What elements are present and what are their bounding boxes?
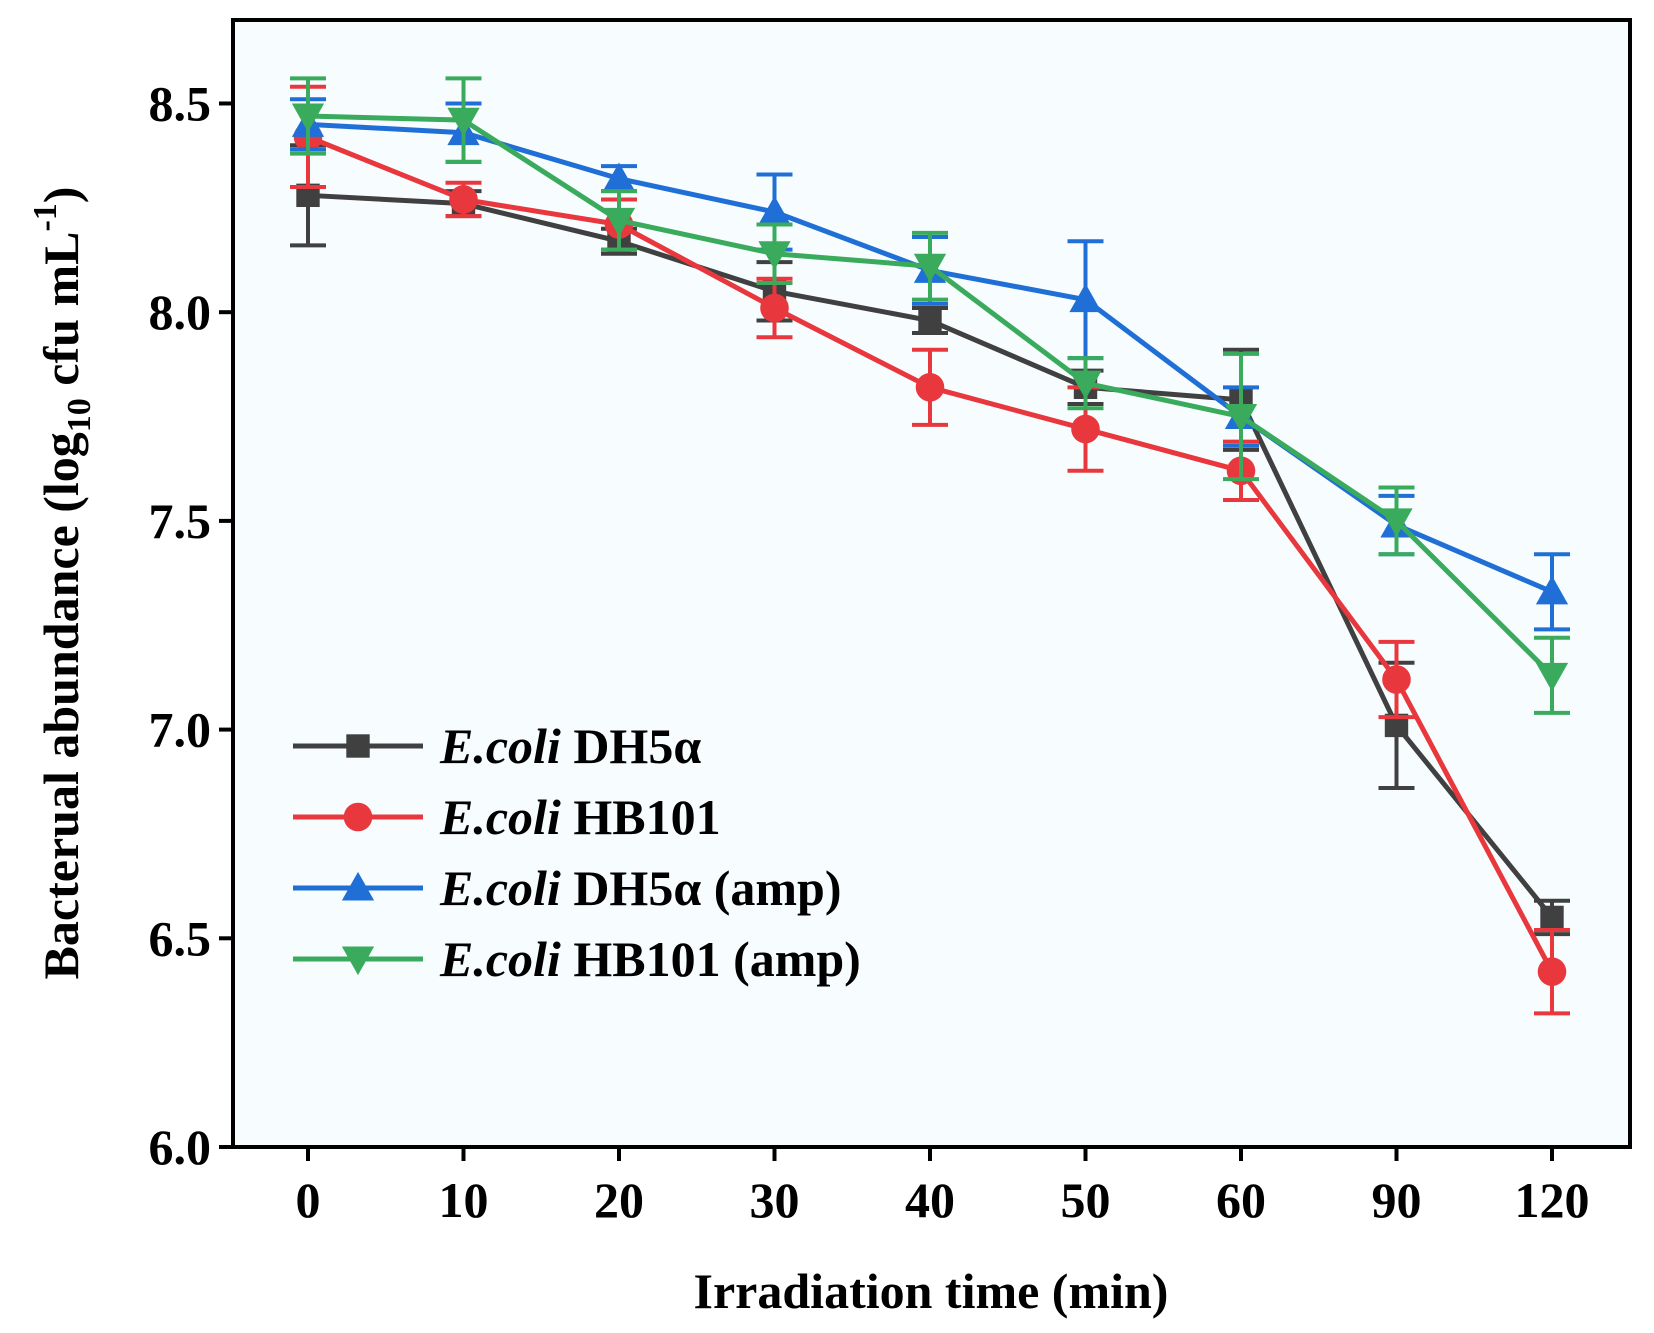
y-tick-label: 6.5	[149, 910, 212, 966]
data-point	[758, 241, 791, 270]
data-point	[296, 183, 320, 208]
y-axis-label-prefix: Bacterual abundance (log	[33, 432, 89, 979]
y-tick-label: 8.5	[149, 75, 212, 131]
y-tick-label: 8.0	[149, 284, 212, 340]
series-3	[290, 76, 1570, 715]
x-axis: 0 10 20 30 40 50 60 90 120	[296, 1147, 1590, 1228]
x-tick-label: 20	[594, 1172, 644, 1228]
x-tick-label: 60	[1216, 1172, 1266, 1228]
data-point	[913, 253, 947, 283]
y-axis-label-middle: cfu mL	[33, 232, 89, 399]
legend-label-italic: E.coli	[439, 789, 561, 845]
data-point	[1069, 370, 1102, 400]
legend-label: E.coli HB101	[439, 789, 721, 845]
x-tick-label: 50	[1061, 1172, 1111, 1228]
legend-marker	[346, 734, 370, 758]
legend-marker	[343, 802, 373, 832]
y-axis: 6.0 6.5 7.0 7.5 8.0 8.5	[149, 75, 233, 1175]
y-axis-label: Bacterual abundance (log10 cfu mL-1)	[27, 187, 98, 980]
legend-item-0: E.coli DH5α	[293, 718, 701, 774]
y-tick-label: 7.0	[149, 702, 212, 758]
data-point	[1382, 665, 1411, 694]
data-point	[1540, 905, 1564, 930]
data-point	[1384, 713, 1409, 738]
legend-label-italic: E.coli	[439, 860, 561, 916]
x-tick-label: 120	[1515, 1172, 1590, 1228]
data-point	[1380, 508, 1413, 538]
data-point	[1069, 283, 1102, 313]
legend-item-3: E.coli HB101 (amp)	[293, 931, 861, 987]
legend-marker	[341, 946, 375, 976]
data-point	[447, 107, 480, 137]
y-tick-label: 6.0	[149, 1119, 212, 1175]
legend-label-italic: E.coli	[439, 931, 561, 987]
data-point	[602, 207, 636, 237]
y-axis-label-superscript: -1	[27, 203, 64, 231]
data-point	[291, 103, 325, 133]
legend-label-rest: HB101 (amp)	[561, 931, 861, 987]
x-axis-label: Irradiation time (min)	[694, 1263, 1169, 1319]
x-tick-label: 90	[1372, 1172, 1422, 1228]
x-tick-label: 10	[439, 1172, 489, 1228]
legend-label: E.coli DH5α (amp)	[439, 860, 842, 916]
legend-label-rest: DH5α	[561, 718, 702, 774]
legend-label-rest: HB101	[561, 789, 721, 845]
x-tick-label: 0	[296, 1172, 321, 1228]
y-axis-label-suffix: )	[33, 187, 89, 204]
data-point	[918, 308, 942, 333]
data-point	[1071, 414, 1100, 444]
legend-label-rest: DH5α (amp)	[561, 860, 842, 916]
y-axis-label-subscript: 10	[61, 398, 98, 432]
data-point	[1537, 957, 1567, 986]
x-tick-label: 30	[750, 1172, 800, 1228]
data-point	[449, 185, 478, 214]
legend-label: E.coli HB101 (amp)	[439, 931, 861, 987]
x-tick-label: 40	[905, 1172, 955, 1228]
data-point	[915, 373, 945, 402]
data-point	[758, 195, 791, 225]
data-point	[760, 293, 789, 323]
legend-item-1: E.coli HB101	[293, 789, 721, 845]
data-point	[1224, 404, 1258, 433]
legend-label-italic: E.coli	[439, 718, 561, 774]
legend-item-2: E.coli DH5α (amp)	[293, 860, 842, 916]
y-tick-label: 7.5	[149, 493, 212, 549]
legend-marker	[341, 871, 375, 901]
legend-label: E.coli DH5α	[439, 718, 701, 774]
data-point	[602, 162, 636, 192]
series-layer	[290, 76, 1570, 1016]
data-point	[1535, 575, 1569, 605]
data-point	[1535, 662, 1569, 692]
